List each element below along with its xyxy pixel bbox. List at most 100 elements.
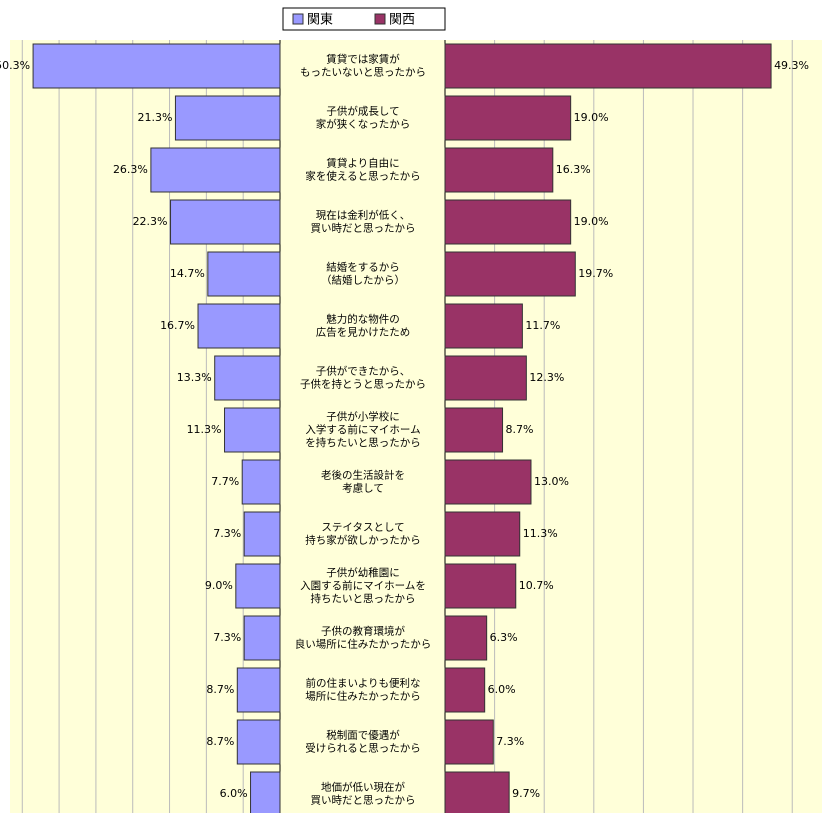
bar (236, 667, 281, 713)
category-line: 前の住まいよりも便利な (305, 677, 420, 690)
legend (282, 7, 446, 31)
bar (444, 719, 494, 765)
bar (236, 719, 281, 765)
category-label: ステイタスとして持ち家が欲しかったから (305, 522, 421, 547)
value-label: 14.7% (170, 267, 205, 280)
category-line: 入学する前にマイホーム (305, 423, 420, 436)
bar (214, 355, 281, 401)
category-line: ステイタスとして (321, 522, 404, 534)
category-line: 広告を見かけたため (316, 326, 411, 339)
value-label: 16.3% (556, 163, 591, 176)
category-line: 持ち家が欲しかったから (305, 534, 421, 547)
value-label: 7.7% (211, 475, 239, 488)
category-line: 結婚をするから (326, 261, 400, 274)
category-line: 地価が低い現在が (321, 781, 405, 794)
bar (170, 199, 281, 245)
bar (444, 95, 572, 141)
value-label: 9.7% (512, 787, 540, 800)
legend-label: 関西 (389, 13, 415, 28)
bar (250, 771, 281, 813)
category-label: 結婚をするから（結婚したから） (321, 261, 405, 287)
category-label: 魅力的な物件の広告を見かけたため (316, 313, 411, 339)
value-label: 50.3% (0, 59, 30, 72)
bar (444, 511, 521, 557)
category-label: 税制面で優遇が受けられると思ったから (305, 729, 421, 755)
plot-background (10, 40, 822, 813)
bar (444, 771, 510, 813)
category-line: 買い時だと思ったから (311, 223, 416, 235)
bar (444, 251, 576, 297)
category-line: 場所に住みたかったから (305, 690, 421, 703)
value-label: 6.0% (488, 683, 516, 696)
category-line: 賃貸では家賃が (326, 53, 400, 66)
bar (241, 459, 281, 505)
category-label: 賃貸では家賃がもったいないと思ったから (300, 53, 426, 79)
value-label: 7.3% (213, 631, 241, 644)
bar (197, 303, 281, 349)
bar (32, 43, 281, 89)
legend-swatch (292, 13, 304, 25)
value-label: 9.0% (205, 579, 233, 592)
category-line: （結婚したから） (321, 274, 405, 287)
value-label: 11.3% (523, 527, 558, 540)
category-label: 子供の教育環境が良い場所に住みたかったから (295, 625, 432, 651)
bar (444, 563, 517, 609)
value-label: 19.0% (574, 215, 609, 228)
bar (150, 147, 281, 193)
category-line: を持ちたいと思ったから (305, 436, 421, 449)
category-line: 賃貸より自由に (326, 157, 399, 170)
category-line: 子供が幼稚園に (326, 566, 400, 579)
category-line: 子供を持とうと思ったから (300, 378, 426, 391)
category-line: もったいないと思ったから (300, 67, 426, 79)
category-line: 入園する前にマイホームを (300, 579, 426, 592)
value-label: 6.0% (220, 787, 248, 800)
category-line: 魅力的な物件の (326, 313, 400, 326)
value-label: 21.3% (137, 111, 172, 124)
bar (444, 459, 532, 505)
value-label: 12.3% (529, 371, 564, 384)
category-line: 現在は金利が低く、 (316, 209, 411, 222)
value-label: 10.7% (519, 579, 554, 592)
category-line: 子供が小学校に (326, 410, 400, 423)
value-label: 8.7% (206, 735, 234, 748)
bar (174, 95, 281, 141)
category-line: 家を使えると思ったから (305, 170, 420, 183)
category-label: 子供が幼稚園に入園する前にマイホームを持ちたいと思ったから (300, 566, 426, 605)
category-line: 考慮して (342, 482, 384, 495)
legend-swatch (374, 13, 386, 25)
bar (444, 667, 486, 713)
bar (444, 199, 572, 245)
value-label: 7.3% (213, 527, 241, 540)
value-label: 22.3% (133, 215, 168, 228)
value-label: 16.7% (160, 319, 195, 332)
value-label: 6.3% (490, 631, 518, 644)
category-label: 賃貸より自由に家を使えると思ったから (305, 157, 420, 183)
bar (235, 563, 281, 609)
value-label: 8.7% (506, 423, 534, 436)
category-line: 子供の教育環境が (321, 625, 405, 638)
bar (444, 615, 488, 661)
bar (444, 355, 527, 401)
bar (444, 407, 504, 453)
category-line: 老後の生活設計を (321, 469, 405, 482)
bar (444, 147, 554, 193)
value-label: 49.3% (774, 59, 809, 72)
category-label: 子供ができたから、子供を持とうと思ったから (300, 365, 426, 391)
category-line: 子供が成長して (326, 105, 399, 118)
bar (444, 303, 523, 349)
category-line: 税制面で優遇が (326, 729, 400, 742)
category-line: 家が狭くなったから (316, 118, 411, 131)
bar (243, 615, 281, 661)
category-line: 受けられると思ったから (305, 743, 421, 755)
value-label: 26.3% (113, 163, 148, 176)
bar (207, 251, 281, 297)
category-line: 子供ができたから、 (316, 365, 411, 378)
category-label: 老後の生活設計を考慮して (321, 469, 405, 495)
category-line: 買い時だと思ったから (311, 795, 416, 807)
value-label: 13.3% (177, 371, 212, 384)
category-label: 子供が小学校に入学する前にマイホームを持ちたいと思ったから (305, 410, 421, 449)
bar (224, 407, 281, 453)
category-line: 良い場所に住みたかったから (295, 638, 432, 651)
